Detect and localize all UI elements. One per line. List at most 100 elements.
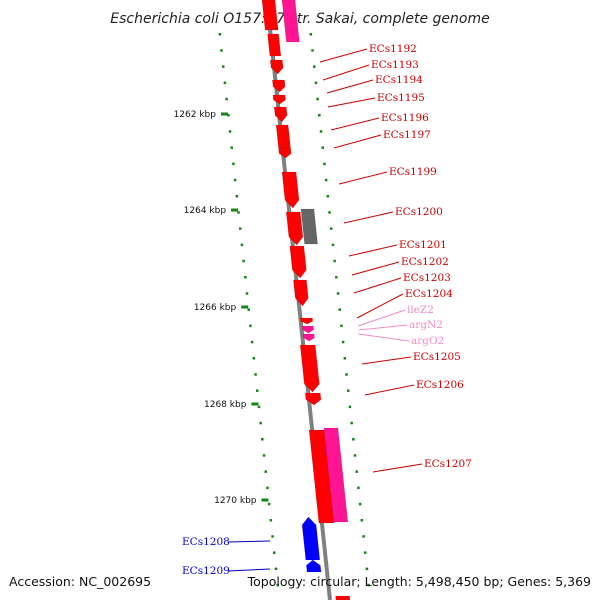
- tick-dots: [218, 33, 370, 587]
- gene-arrow: [301, 325, 314, 334]
- tick-dot: [365, 567, 369, 571]
- leader-line: [322, 64, 370, 81]
- leader-line: [361, 356, 412, 365]
- leader-line: [357, 309, 406, 327]
- kbp-label: 1262 kbp: [174, 110, 217, 120]
- leader-line: [327, 97, 376, 108]
- map-title: Escherichia coli O157:H7 str. Sakai, com…: [110, 11, 489, 27]
- tick-dot: [245, 292, 249, 295]
- leader-line: [358, 324, 408, 331]
- tick-dot: [259, 421, 262, 425]
- gene-track: [261, 0, 351, 600]
- gene-label: ECs1204: [405, 288, 453, 300]
- label-leaders: [227, 48, 423, 572]
- tick-dot: [312, 65, 316, 68]
- tick-dot: [267, 502, 271, 506]
- tick-dot: [360, 519, 364, 522]
- kbp-tick: [220, 112, 228, 116]
- tick-dot: [261, 438, 264, 441]
- tick-dot: [331, 243, 335, 247]
- gene-arrow: [293, 279, 309, 307]
- leader-line: [356, 293, 404, 319]
- gene-label: ECs1196: [381, 112, 429, 124]
- gene-arrow: [272, 94, 286, 105]
- leader-line: [326, 79, 374, 94]
- tick-dot: [238, 227, 242, 230]
- tick-dot: [276, 583, 279, 587]
- tick-dot: [355, 470, 358, 473]
- leader-line: [319, 48, 368, 63]
- tick-dot: [314, 81, 318, 85]
- gene-label: ECs1203: [403, 272, 451, 284]
- tick-dot: [250, 340, 254, 344]
- kbp-tick: [241, 305, 249, 309]
- leader-line: [227, 540, 271, 543]
- tick-dot: [341, 340, 345, 344]
- tick-dot: [218, 33, 222, 36]
- gene-arrow: [261, 0, 279, 31]
- gene-arrow: [306, 559, 322, 573]
- tick-dot: [271, 535, 274, 538]
- tick-dot: [223, 81, 227, 85]
- tick-dot: [340, 324, 343, 328]
- tick-dot: [346, 389, 350, 392]
- tick-dot: [269, 519, 273, 522]
- tick-dot: [233, 178, 237, 182]
- gene-label: ECs1205: [413, 351, 461, 363]
- tick-dot: [266, 486, 269, 490]
- tick-dot: [323, 162, 326, 166]
- tick-dot: [221, 65, 225, 68]
- tick-dot: [350, 421, 353, 425]
- tick-dot: [353, 454, 357, 457]
- tick-dot: [343, 357, 347, 360]
- leader-line: [364, 384, 415, 396]
- tick-dot: [242, 259, 245, 263]
- gene-label: ECs1208: [182, 536, 230, 548]
- gene-arrow: [299, 344, 320, 393]
- gene-label: ECs1195: [377, 92, 425, 104]
- gene-arrow: [301, 516, 321, 561]
- tick-dot: [318, 114, 321, 117]
- gene-arrow: [273, 106, 288, 123]
- gene-label: ECs1199: [389, 166, 437, 178]
- kbp-label: 1264 kbp: [184, 206, 227, 216]
- tick-dot: [367, 583, 370, 587]
- kbp-label: 1268 kbp: [204, 400, 247, 410]
- tick-dot: [247, 308, 250, 311]
- tick-dot: [328, 211, 331, 214]
- gene-label: ECs1200: [395, 206, 443, 218]
- tick-dot: [316, 97, 319, 101]
- tick-dot: [357, 486, 360, 490]
- gene-labels: ECs1192 ECs1193 ECs1194 ECs1195 ECs1196 ECs11…: [182, 43, 472, 577]
- tick-dot: [264, 470, 267, 473]
- tick-dot: [336, 292, 340, 295]
- tick-dot: [311, 49, 314, 52]
- tick-dot: [228, 130, 232, 133]
- gene-label: ECs1207: [424, 458, 472, 470]
- tick-dot: [254, 373, 257, 376]
- tick-dot: [262, 454, 266, 457]
- leader-line: [343, 211, 394, 224]
- leader-line: [351, 261, 400, 276]
- tick-dot: [235, 195, 239, 198]
- tick-dot: [329, 227, 333, 230]
- tick-dot: [333, 259, 336, 263]
- gene-arrow: [267, 33, 282, 57]
- gene-arrow: [285, 211, 304, 246]
- tick-dot: [345, 373, 348, 376]
- leader-line: [227, 568, 271, 572]
- kbp-tick: [251, 402, 259, 406]
- tick-dot: [335, 276, 338, 279]
- kbp-label: 1270 kbp: [214, 496, 257, 506]
- gene-label: ECs1202: [401, 256, 449, 268]
- leader-line: [353, 277, 402, 294]
- leader-line: [357, 333, 410, 342]
- gene-label: ECs1194: [375, 74, 423, 86]
- gene-arrow: [269, 59, 284, 75]
- gene-arrow: [272, 79, 286, 93]
- gene-arrow: [300, 317, 314, 325]
- kbp-label: 1266 kbp: [194, 303, 237, 313]
- tick-dot: [237, 211, 240, 214]
- leader-line: [333, 134, 382, 149]
